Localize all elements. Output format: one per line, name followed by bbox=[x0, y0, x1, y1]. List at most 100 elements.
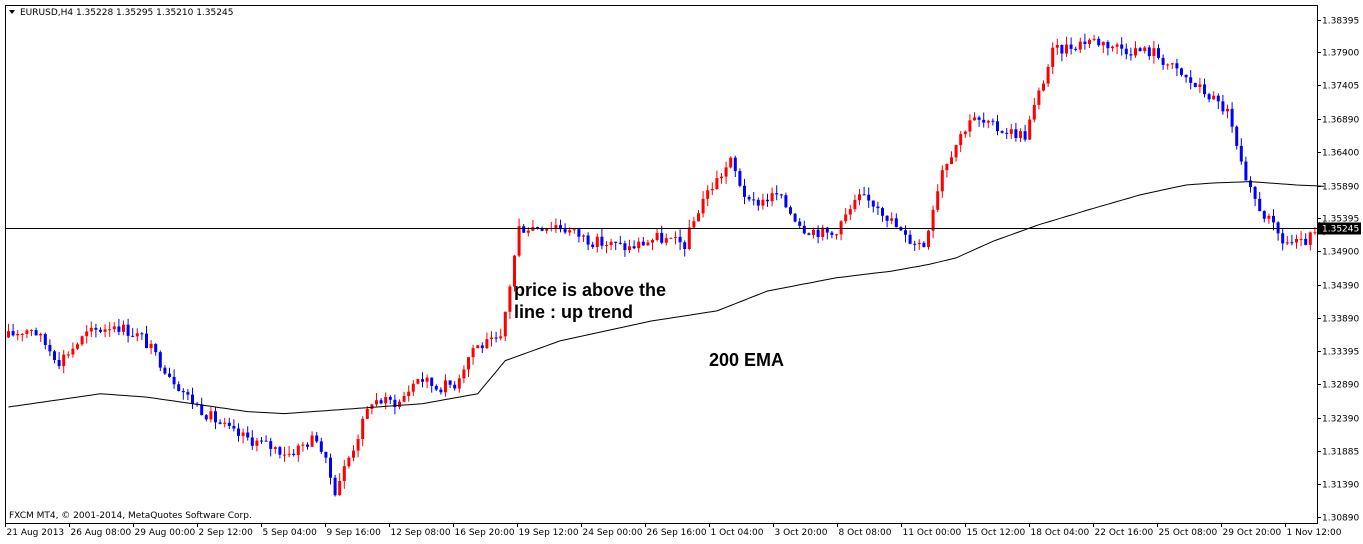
triangle-down-icon[interactable] bbox=[9, 10, 15, 14]
candle-body bbox=[1299, 238, 1303, 240]
candle-body bbox=[885, 215, 889, 221]
candle-body bbox=[664, 238, 668, 243]
candle-body bbox=[1060, 44, 1064, 54]
candle-body bbox=[329, 457, 332, 478]
candle-body bbox=[945, 164, 949, 171]
candle-body bbox=[145, 333, 148, 349]
x-tick-label: 26 Aug 08:00 bbox=[71, 528, 132, 538]
x-tick-label: 18 Oct 04:00 bbox=[1031, 528, 1090, 538]
candle-body bbox=[480, 345, 484, 349]
candle-body bbox=[1046, 66, 1050, 84]
candle-body bbox=[89, 327, 93, 332]
x-tick-label: 29 Aug 00:00 bbox=[135, 528, 196, 538]
candle-body bbox=[1198, 84, 1202, 87]
x-tick-label: 1 Nov 12:00 bbox=[1287, 528, 1342, 538]
candle-body bbox=[977, 117, 981, 120]
candle-body bbox=[11, 331, 15, 336]
candle-body bbox=[471, 348, 475, 358]
candle-body bbox=[618, 242, 622, 244]
candle-body bbox=[917, 242, 921, 245]
candle-body bbox=[158, 352, 162, 368]
candle-body bbox=[126, 324, 130, 336]
candle-body bbox=[499, 336, 503, 339]
candle-body bbox=[559, 225, 562, 230]
x-tick-label: 26 Sep 16:00 bbox=[647, 528, 707, 538]
candle-body bbox=[131, 335, 135, 337]
candle-body bbox=[301, 444, 305, 446]
candle-body bbox=[1129, 54, 1133, 56]
candle-body bbox=[402, 395, 406, 402]
y-tick-label: 1.34900 bbox=[1322, 248, 1359, 258]
y-axis: 1.38395 1.37900 1.37405 1.36890 1.36400 1.358… bbox=[1317, 17, 1359, 524]
candle-body bbox=[172, 376, 176, 385]
candle-body bbox=[57, 360, 61, 367]
candle-body bbox=[1189, 77, 1193, 83]
candle-body bbox=[448, 380, 452, 385]
candle-body bbox=[1083, 41, 1087, 45]
candle-body bbox=[375, 400, 378, 405]
candle-body bbox=[1032, 104, 1036, 120]
candle-body bbox=[140, 333, 144, 335]
candle-body bbox=[398, 401, 401, 408]
candle-body bbox=[1042, 83, 1045, 91]
chart-header[interactable]: EURUSD,H4 1.35228 1.35295 1.35210 1.3524… bbox=[9, 8, 233, 18]
trend-annotation-line1: price is above the bbox=[514, 280, 666, 300]
candle-body bbox=[582, 235, 585, 237]
candle-body bbox=[1161, 57, 1165, 65]
candle-body bbox=[214, 411, 217, 423]
x-tick-label: 3 Oct 20:00 bbox=[775, 528, 828, 538]
candle-body bbox=[802, 225, 806, 234]
candle-body bbox=[641, 241, 645, 246]
candle-body bbox=[1272, 215, 1275, 223]
candle-body bbox=[1065, 44, 1068, 54]
candle-body bbox=[890, 218, 894, 221]
candle-body bbox=[333, 477, 337, 496]
candle-body bbox=[365, 408, 369, 419]
candle-body bbox=[669, 237, 673, 239]
candle-body bbox=[1124, 48, 1128, 55]
candle-body bbox=[48, 344, 52, 352]
candle-body bbox=[674, 236, 677, 238]
candle-body bbox=[476, 345, 480, 349]
candle-body bbox=[830, 232, 834, 235]
y-tick-label: 1.36890 bbox=[1322, 116, 1359, 126]
candle-body bbox=[779, 194, 783, 196]
candle-body bbox=[678, 236, 682, 243]
candle-body bbox=[789, 207, 792, 214]
candle-body bbox=[605, 245, 608, 247]
y-tick-label: 1.30890 bbox=[1322, 514, 1359, 524]
candle-body bbox=[1106, 42, 1110, 49]
candle-body bbox=[756, 199, 760, 206]
candle-body bbox=[306, 444, 309, 447]
candle-body bbox=[738, 171, 742, 186]
candle-body bbox=[770, 193, 774, 202]
x-tick-label: 22 Oct 16:00 bbox=[1095, 528, 1154, 538]
x-tick-label: 8 Oct 08:00 bbox=[839, 528, 892, 538]
candle-body bbox=[706, 190, 710, 199]
candle-body bbox=[53, 351, 56, 361]
y-tick-label: 1.31885 bbox=[1322, 448, 1359, 458]
x-axis: 21 Aug 2013 26 Aug 08:00 29 Aug 00:00 2 Sep… bbox=[5, 523, 1342, 538]
candle-body bbox=[632, 246, 636, 249]
candle-body bbox=[246, 432, 250, 438]
candle-body bbox=[683, 242, 687, 249]
candle-body bbox=[1281, 233, 1285, 244]
candle-body bbox=[655, 232, 659, 241]
candle-body bbox=[761, 199, 765, 206]
candle-body bbox=[1184, 74, 1188, 78]
candle-body bbox=[1207, 94, 1211, 100]
candle-body bbox=[80, 336, 84, 345]
candle-body bbox=[186, 392, 190, 395]
x-tick-label: 24 Sep 00:00 bbox=[583, 528, 643, 538]
x-tick-label: 11 Oct 00:00 bbox=[903, 528, 962, 538]
candle-body bbox=[1226, 108, 1229, 112]
candle-body bbox=[996, 121, 999, 132]
candle-body bbox=[347, 457, 351, 467]
candle-body bbox=[1000, 131, 1004, 133]
candle-body bbox=[264, 440, 268, 442]
candle-body bbox=[747, 196, 751, 200]
candle-body bbox=[973, 117, 976, 121]
candle-body bbox=[1157, 48, 1160, 58]
candle-body bbox=[1276, 222, 1280, 234]
